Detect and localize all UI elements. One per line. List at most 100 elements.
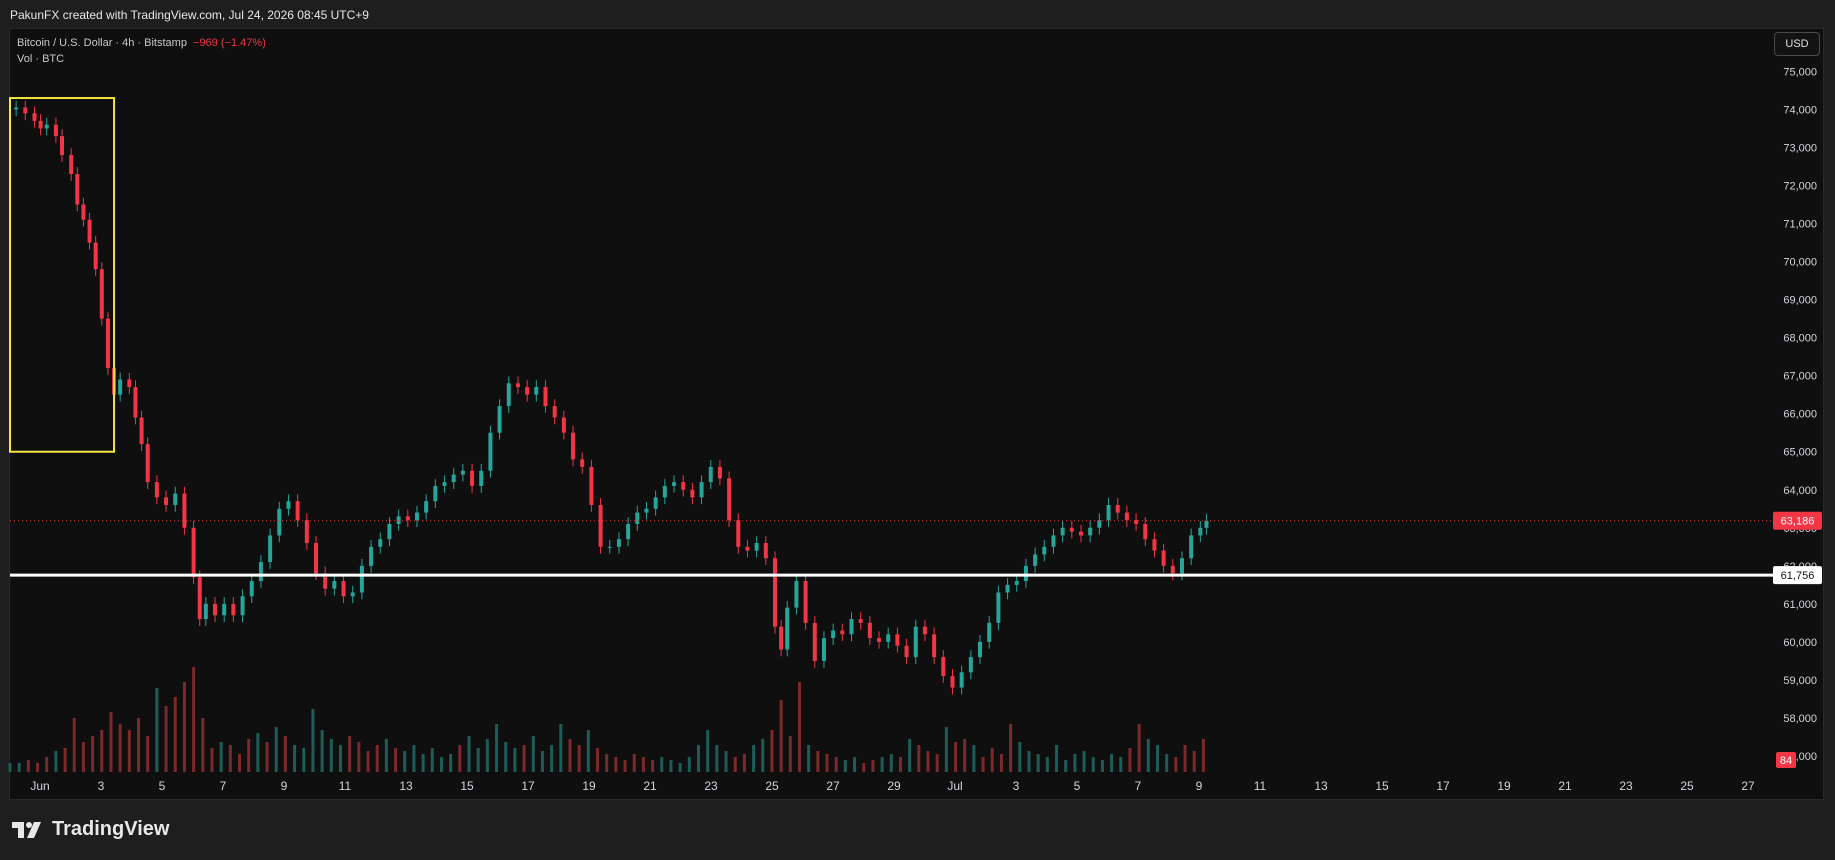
volume-bar	[394, 748, 398, 772]
candle-body	[653, 497, 658, 509]
volume-bar	[999, 754, 1003, 772]
candle-body	[1115, 504, 1120, 513]
candle-body	[877, 638, 882, 642]
volume-bar	[788, 736, 792, 772]
x-tick-label: 7	[1135, 779, 1142, 793]
volume-bar	[228, 745, 232, 772]
volume-bar	[898, 757, 902, 772]
candle-body	[779, 626, 784, 650]
candle-body	[1124, 512, 1129, 521]
volume-bar	[311, 709, 315, 772]
x-tick-label: Jun	[30, 779, 49, 793]
candle-body	[1033, 554, 1038, 566]
volume-bar	[540, 751, 544, 772]
tradingview-logo[interactable]: TradingView	[10, 818, 169, 841]
volume-bar	[1201, 739, 1205, 772]
candle-body	[53, 124, 58, 137]
candle-body	[93, 242, 98, 270]
volume-bar	[329, 739, 333, 772]
candle-body	[60, 136, 65, 156]
candle-body	[672, 482, 677, 486]
candle-body	[978, 641, 983, 658]
candle-body	[1106, 504, 1111, 521]
chart-pane[interactable]	[9, 28, 1824, 800]
candle-body	[304, 520, 309, 544]
candle-body	[405, 516, 410, 521]
tradingview-brand: TradingView	[52, 818, 170, 840]
candle-body	[717, 466, 722, 479]
candle-body	[231, 603, 236, 616]
candle-body	[598, 504, 603, 547]
candle-body	[736, 520, 741, 547]
legend-volume[interactable]: Vol · BTC	[17, 53, 65, 65]
candle-body	[996, 592, 1001, 623]
candle-body	[831, 630, 836, 639]
candle-body	[1152, 539, 1157, 551]
volume-bar	[1174, 757, 1178, 772]
volume-bar	[779, 700, 783, 772]
candle-body	[75, 174, 80, 205]
candle-body	[139, 417, 144, 445]
volume-bar	[651, 760, 655, 772]
volume-bar	[1100, 760, 1104, 772]
candle-body	[369, 546, 374, 566]
candle-body	[950, 676, 955, 688]
volume-bar	[293, 745, 297, 772]
candle-body	[941, 657, 946, 677]
volume-bar	[632, 754, 636, 772]
volume-bar	[1156, 745, 1159, 772]
candle-body	[773, 558, 777, 627]
volume-bar	[1183, 745, 1187, 772]
x-tick-label: 25	[1680, 779, 1694, 793]
currency-button[interactable]: USD	[1774, 32, 1820, 56]
x-tick-label: 19	[582, 779, 596, 793]
volume-bar	[742, 754, 746, 772]
x-tick-label: 25	[765, 779, 779, 793]
candle-body	[708, 466, 713, 483]
volume-bar	[990, 748, 994, 772]
candle-body	[886, 634, 891, 642]
candle-body	[913, 626, 918, 658]
candle-body	[258, 562, 263, 582]
candle-body	[350, 592, 355, 597]
volume-bar	[1165, 754, 1169, 772]
volume-bar	[862, 763, 866, 772]
candle-body	[44, 124, 49, 129]
volume-bar	[375, 745, 379, 772]
volume-bar	[127, 730, 131, 772]
volume-bar	[1018, 742, 1022, 772]
candle-body	[626, 523, 631, 540]
volume-bar	[871, 760, 875, 772]
x-tick-label: 3	[98, 779, 105, 793]
candle-body	[1051, 535, 1056, 547]
legend-symbol[interactable]: Bitcoin / U.S. Dollar · 4h · Bitstamp	[17, 37, 187, 49]
x-tick-label: 21	[643, 779, 657, 793]
y-tick-label: 64,000	[1783, 485, 1817, 497]
x-tick-label: 19	[1497, 779, 1511, 793]
candle-body	[1097, 520, 1102, 528]
y-tick-label: 72,000	[1783, 181, 1817, 193]
candle-body	[81, 204, 86, 220]
volume-bar	[320, 730, 324, 772]
candle-body	[14, 107, 19, 110]
legend-change: −969 (−1.47%)	[193, 37, 266, 49]
volume-bar	[1192, 751, 1196, 772]
volume-bar	[72, 718, 76, 772]
volume-bar	[843, 760, 847, 772]
candle-body	[154, 482, 159, 498]
x-tick-label: 7	[220, 779, 227, 793]
candle-body	[249, 581, 254, 597]
candle-body	[635, 512, 640, 524]
candle-body	[87, 219, 92, 243]
volume-bar	[1045, 757, 1049, 772]
candle-body	[987, 622, 992, 642]
volume-bar	[274, 727, 278, 772]
volume-bar	[476, 748, 480, 772]
candle-body	[213, 603, 218, 616]
candle-body	[867, 622, 872, 639]
candle-body	[616, 539, 621, 547]
x-tick-label: 17	[521, 779, 535, 793]
y-tick-label: 74,000	[1783, 104, 1817, 116]
candle-body	[580, 459, 585, 467]
